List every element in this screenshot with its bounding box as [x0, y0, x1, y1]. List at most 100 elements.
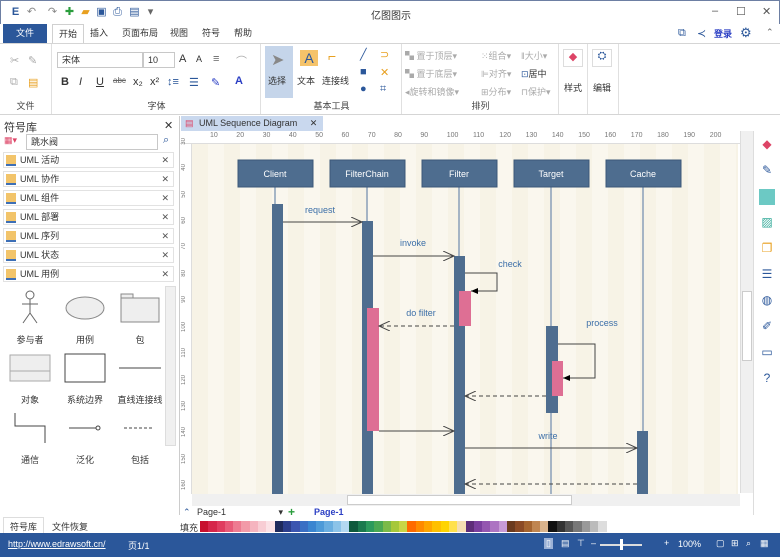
undo-icon[interactable]: ↶: [26, 6, 37, 18]
lifeline-header[interactable]: [421, 159, 498, 188]
layers-icon[interactable]: ❐: [761, 241, 773, 255]
library-item[interactable]: UML 部署 ✕: [3, 209, 174, 225]
connector-tool-icon[interactable]: ⌐: [328, 48, 337, 64]
highlight-icon[interactable]: ✎: [211, 77, 221, 89]
color-swatch[interactable]: [332, 521, 342, 532]
color-swatch[interactable]: [341, 521, 350, 532]
line-spacing-icon[interactable]: ↕≡: [167, 76, 179, 88]
presentation-icon[interactable]: ⊤: [577, 538, 585, 548]
zoom-slider-thumb[interactable]: [620, 539, 623, 550]
comment-icon[interactable]: ▭: [761, 345, 773, 359]
edit-button[interactable]: 编辑: [593, 83, 612, 93]
activation-bar[interactable]: [454, 256, 465, 556]
color-swatch[interactable]: [457, 521, 466, 532]
line-icon[interactable]: ╱: [360, 49, 367, 61]
select-tool-button[interactable]: ➤ 选择: [265, 46, 293, 98]
color-swatch[interactable]: [266, 521, 275, 532]
image-icon[interactable]: ▨: [761, 215, 773, 229]
cut-icon[interactable]: ✂: [10, 55, 20, 67]
align-button[interactable]: ⊫对齐▾: [481, 69, 512, 79]
color-swatch[interactable]: [382, 521, 391, 532]
rotate-mirror-button[interactable]: ◂旋转和镜像▾: [405, 87, 460, 97]
format-painter-icon[interactable]: ✎: [28, 55, 38, 67]
vertical-scrollbar[interactable]: [740, 131, 753, 493]
remove-library-icon[interactable]: ✕: [161, 193, 169, 203]
close-library-icon[interactable]: ✕: [164, 120, 174, 132]
share-screen-icon[interactable]: ⧉: [678, 27, 686, 39]
fit-page-icon[interactable]: ▢: [716, 538, 725, 548]
find-binoculars-icon[interactable]: ⛭: [592, 49, 612, 67]
color-swatch[interactable]: [282, 521, 292, 532]
new-icon[interactable]: ✚: [64, 6, 75, 18]
library-item[interactable]: UML 组件 ✕: [3, 190, 174, 206]
fit-width-icon[interactable]: ⊞: [731, 538, 739, 548]
color-swatch[interactable]: [365, 521, 375, 532]
maximize-button[interactable]: ☐: [736, 6, 746, 18]
minimize-button[interactable]: –: [712, 5, 719, 17]
horizontal-scroll-thumb[interactable]: [347, 495, 572, 505]
color-swatch[interactable]: [581, 521, 590, 532]
point-icon[interactable]: ✕: [380, 67, 390, 79]
color-swatch[interactable]: [349, 521, 358, 532]
color-swatch[interactable]: [224, 521, 234, 532]
text-tool-label[interactable]: 文本: [297, 76, 316, 86]
color-swatch[interactable]: [216, 521, 225, 532]
zoom-tool-icon[interactable]: ⌕: [746, 538, 752, 548]
library-search-input[interactable]: 跳水阀: [26, 134, 158, 150]
color-swatch[interactable]: [407, 521, 416, 532]
activation-focus[interactable]: [552, 361, 563, 396]
color-swatch[interactable]: [548, 521, 557, 532]
library-scrollbar[interactable]: [165, 286, 176, 446]
lifeline-header[interactable]: [605, 159, 682, 188]
subscript-icon[interactable]: x₂: [133, 76, 143, 88]
library-item[interactable]: UML 活动 ✕: [3, 152, 174, 168]
activation-focus[interactable]: [367, 308, 379, 431]
arc-icon[interactable]: ⊃: [380, 49, 390, 61]
collapse-ribbon-icon[interactable]: ⌃: [766, 27, 774, 37]
page-selector[interactable]: Page-1 ▾: [197, 507, 283, 517]
crop-icon[interactable]: ⌗: [380, 83, 387, 95]
help-icon[interactable]: ?: [763, 371, 771, 385]
lifeline-header[interactable]: [237, 159, 314, 188]
color-swatch[interactable]: [498, 521, 507, 532]
font-color-icon[interactable]: A: [235, 75, 243, 87]
remove-library-icon[interactable]: ✕: [161, 250, 169, 260]
hyperlink-icon[interactable]: ◍: [761, 293, 773, 307]
color-swatch[interactable]: [540, 521, 549, 532]
library-menu-icon[interactable]: ▦▾: [4, 135, 18, 145]
print-icon[interactable]: ⎙: [113, 6, 122, 18]
color-swatch[interactable]: [465, 521, 474, 532]
color-swatch[interactable]: [589, 521, 599, 532]
share-icon[interactable]: ≺: [697, 28, 707, 40]
rectangle-icon[interactable]: ■: [360, 66, 367, 78]
color-swatch[interactable]: [241, 521, 250, 532]
library-shape[interactable]: 直线连接线: [112, 346, 168, 406]
color-swatch[interactable]: [482, 521, 491, 532]
copy-icon[interactable]: ⧉: [10, 76, 18, 88]
activation-focus[interactable]: [459, 291, 471, 326]
font-name-select[interactable]: 宋体: [57, 52, 143, 68]
color-swatch[interactable]: [249, 521, 259, 532]
remove-library-icon[interactable]: ✕: [161, 269, 169, 279]
library-shape[interactable]: 系统边界: [57, 346, 113, 406]
zoom-in-button[interactable]: +: [664, 538, 670, 548]
color-swatch[interactable]: [415, 521, 425, 532]
settings-gear-icon[interactable]: ⚙: [740, 25, 752, 40]
tab-page-layout[interactable]: 页面布局: [122, 28, 159, 38]
lifeline-header[interactable]: [513, 159, 590, 188]
zoom-level[interactable]: 100%: [678, 539, 702, 549]
curve-icon[interactable]: ⌒: [236, 56, 247, 68]
library-shape[interactable]: 参与者: [2, 286, 58, 346]
underline-icon[interactable]: U: [96, 76, 104, 88]
normal-view-icon[interactable]: ▯: [544, 538, 553, 549]
website-link[interactable]: http://www.edrawsoft.cn/: [8, 539, 106, 549]
message-arrow[interactable]: [558, 343, 596, 381]
close-button[interactable]: ✕: [762, 6, 772, 18]
color-swatch[interactable]: [432, 521, 441, 532]
page-tab-active[interactable]: Page-1: [314, 507, 344, 517]
superscript-icon[interactable]: x²: [150, 76, 160, 88]
style-button[interactable]: 样式: [564, 83, 583, 93]
remove-library-icon[interactable]: ✕: [161, 155, 169, 165]
lifeline-header[interactable]: [329, 159, 406, 188]
tab-symbol[interactable]: 符号: [202, 28, 221, 38]
